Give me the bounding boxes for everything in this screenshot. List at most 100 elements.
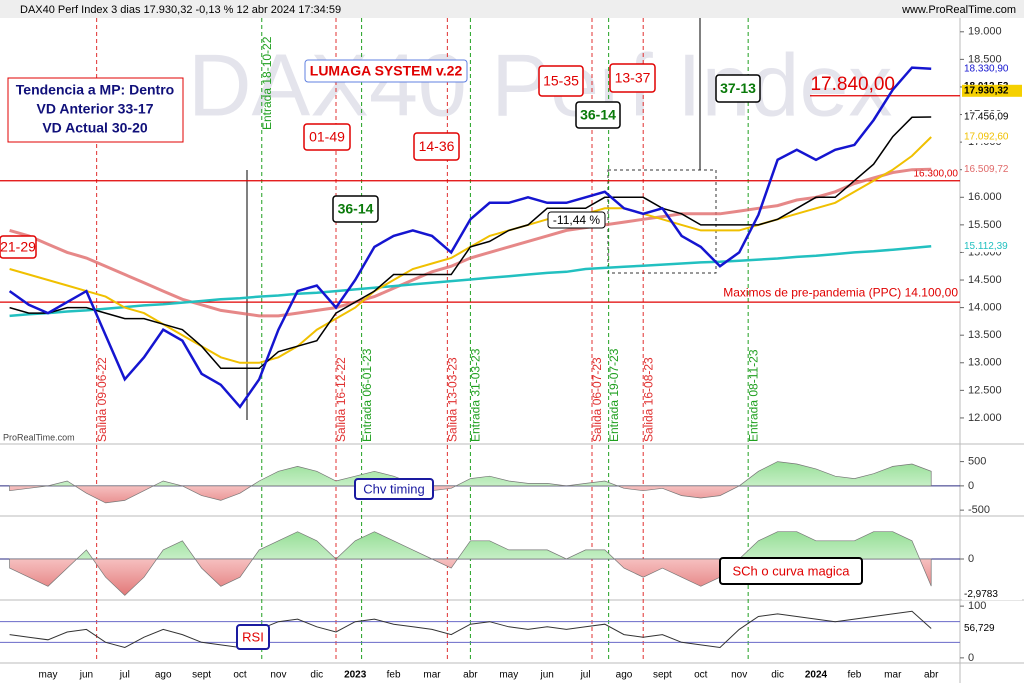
x-tick-label: mar xyxy=(423,670,441,681)
x-tick-label: jun xyxy=(79,670,93,681)
value-tag xyxy=(962,622,1022,635)
panel-title: Chv timing xyxy=(363,481,424,496)
label-box xyxy=(413,132,460,161)
y-tick-label: 12.000 xyxy=(968,412,1002,424)
signal-label: Entrada 19-07-23 xyxy=(607,348,621,442)
price-tag xyxy=(962,84,1022,97)
value-tag xyxy=(962,240,1022,253)
x-tick-label: feb xyxy=(847,670,861,681)
indicator-area xyxy=(9,531,932,596)
y-tick-label: 0 xyxy=(968,652,974,664)
x-tick-label: nov xyxy=(270,670,286,681)
signal-label: Entrada 18-10-22 xyxy=(260,36,274,130)
signal-label: Salida 16-12-22 xyxy=(334,357,348,442)
signal-label: Entrada 08-11-23 xyxy=(746,349,760,442)
x-tick-label: dic xyxy=(771,670,784,681)
value-tag-label: 17.092,60 xyxy=(964,132,1009,143)
x-tick-label: sept xyxy=(192,670,211,681)
y-tick-label: 15.500 xyxy=(968,219,1002,231)
y-tick-label: -500 xyxy=(968,504,990,516)
y-tick-label: 0 xyxy=(968,480,974,492)
y-tick-label: 16.000 xyxy=(968,191,1002,203)
info-line: VD Actual 30-20 xyxy=(42,120,148,136)
header-site: www.ProRealTime.com xyxy=(901,4,1016,16)
label-box-text: LUMAGA SYSTEM v.22 xyxy=(310,63,463,79)
label-box xyxy=(575,101,621,129)
value-tag xyxy=(962,588,1022,601)
x-tick-label: jul xyxy=(119,670,130,681)
label-box-text: 01-49 xyxy=(309,129,345,145)
label-box xyxy=(715,74,761,103)
signal-label: Salida 06-07-23 xyxy=(590,357,604,442)
label-box-text: 36-14 xyxy=(580,107,616,123)
y-tick-label: 500 xyxy=(968,456,986,468)
panel-title-box xyxy=(354,478,434,500)
x-tick-label: ago xyxy=(616,670,633,681)
value-tag xyxy=(962,62,1022,75)
y-tick-label: 13.000 xyxy=(968,357,1002,369)
x-tick-label: dic xyxy=(310,670,323,681)
signal-label: Salida 16-08-23 xyxy=(641,357,655,442)
zoom-box xyxy=(607,169,717,274)
x-tick-label: ago xyxy=(155,670,172,681)
label-box-text: -11,44 % xyxy=(553,213,600,227)
label-box-text: 37-13 xyxy=(720,80,756,96)
value-tag xyxy=(962,131,1022,144)
panel-title: RSI xyxy=(242,629,264,644)
label-box xyxy=(609,63,656,93)
header-bar xyxy=(0,0,1024,18)
value-tag-label: 18.330,90 xyxy=(964,63,1009,74)
x-tick-label: abr xyxy=(924,670,939,681)
price-line xyxy=(9,167,932,318)
label-box xyxy=(303,123,351,151)
y-tick-label: 14.000 xyxy=(968,302,1002,314)
x-tick-label: 2023 xyxy=(344,670,367,681)
y-tick-label: 18.500 xyxy=(968,53,1002,65)
label-box-text: 15-35 xyxy=(543,73,579,89)
signal-label: Entrada 06-01-23 xyxy=(360,348,374,442)
x-tick-label: nov xyxy=(731,670,747,681)
panel-title-box xyxy=(719,557,863,585)
x-tick-label: may xyxy=(499,670,518,681)
label-box xyxy=(538,65,584,97)
panel-title-box xyxy=(236,624,270,650)
y-tick-label: 13.500 xyxy=(968,329,1002,341)
value-tag xyxy=(962,110,1022,123)
info-line: Tendencia a MP: Dentro xyxy=(16,82,174,98)
header-title: DAX40 Perf Index 3 dias 17.930,32 -0,13 … xyxy=(20,4,341,16)
y-tick-label: 0 xyxy=(968,553,974,565)
x-tick-label: feb xyxy=(387,670,401,681)
price-line xyxy=(8,66,932,409)
value-tag-label: 56,729 xyxy=(964,623,995,634)
x-tick-label: oct xyxy=(233,670,247,681)
level-label: Maximos de pre-pandemia (PPC) 14.100,00 xyxy=(723,285,958,299)
indicator-line xyxy=(9,610,932,649)
label-box-text: 21-29 xyxy=(0,239,36,255)
x-tick-label: oct xyxy=(694,670,708,681)
label-box xyxy=(0,235,37,259)
price-line xyxy=(9,244,932,318)
value-tag-label: 17.456,09 xyxy=(964,112,1009,123)
x-tick-label: sept xyxy=(653,670,672,681)
x-tick-label: abr xyxy=(463,670,478,681)
level-label: 17.840,00 xyxy=(810,74,895,95)
value-tag-label: 16.509,72 xyxy=(964,164,1009,175)
indicator-area xyxy=(9,461,932,504)
value-tag-label: 15.112,39 xyxy=(964,241,1008,252)
price-tag-label: 17.930,32 xyxy=(964,85,1009,96)
x-tick-label: mar xyxy=(884,670,902,681)
price-line xyxy=(9,116,932,370)
label-box-text: 13-37 xyxy=(615,70,651,86)
signal-label: Salida 09-06-22 xyxy=(95,357,109,442)
label-box-text: 14-36 xyxy=(419,138,455,154)
x-tick-label: jun xyxy=(540,670,554,681)
y-tick-label: 100 xyxy=(968,600,986,612)
y-tick-label: 14.500 xyxy=(968,274,1002,286)
credit: ProRealTime.com xyxy=(3,432,75,442)
panel-title: SCh o curva magica xyxy=(732,563,850,578)
label-box xyxy=(547,211,606,229)
value-tag xyxy=(962,163,1022,176)
y-tick-label: 12.500 xyxy=(968,384,1002,396)
info-box xyxy=(7,77,184,143)
